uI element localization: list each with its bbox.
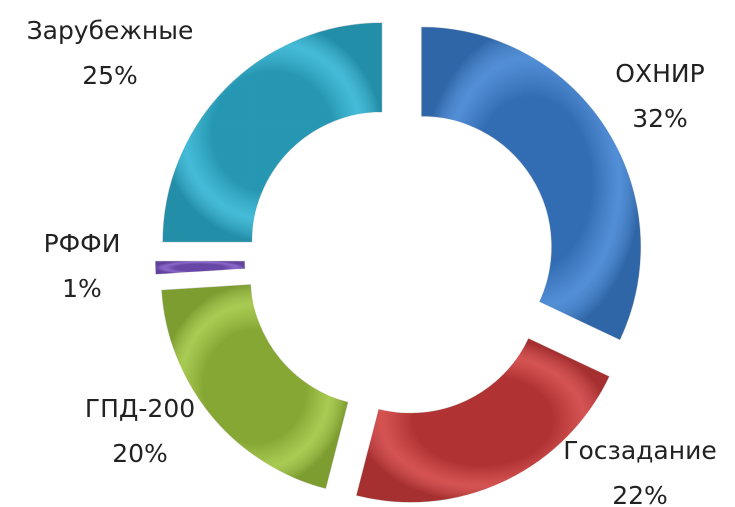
segment-label: Зарубежные — [27, 16, 194, 45]
segment-label: ГПД-200 — [85, 394, 195, 423]
segment-value: 25% — [82, 61, 138, 90]
donut-segment — [420, 26, 642, 341]
donut-segment — [154, 260, 246, 276]
segment-value: 20% — [112, 439, 168, 468]
segment-label: Госзадание — [563, 436, 716, 465]
segment-value: 1% — [62, 274, 102, 303]
donut-segment — [161, 21, 383, 243]
segment-label: ОХНИР — [615, 59, 704, 88]
segment-value: 22% — [612, 481, 668, 507]
segment-label: РФФИ — [44, 229, 121, 258]
donut-segment — [160, 283, 350, 490]
donut-segment — [355, 337, 611, 504]
segment-value: 32% — [632, 104, 688, 133]
